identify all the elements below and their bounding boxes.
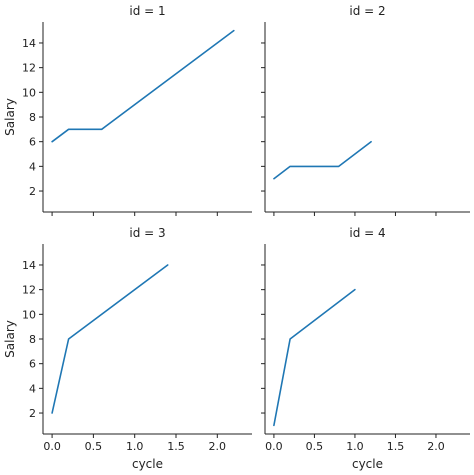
x-tick-label: 2.0 [209,440,227,453]
series-line [273,288,356,427]
y-axis-label: Salary [3,98,17,136]
y-tick-label: 10 [22,308,36,321]
series-line [273,140,372,180]
y-tick-label: 14 [22,37,36,50]
x-axis-label: cycle [352,457,383,471]
facet-title: id = 1 [129,4,165,18]
y-tick-label: 4 [29,382,36,395]
y-tick-label: 8 [29,333,36,346]
x-tick-label: 1.5 [387,440,405,453]
x-axis-label: cycle [132,457,163,471]
x-tick-label: 1.0 [346,440,364,453]
x-tick-label: 0.0 [43,440,61,453]
y-tick-label: 10 [22,86,36,99]
facet-title: id = 4 [349,226,385,240]
y-tick-label: 4 [29,160,36,173]
facet-panel-1: 2 4 6 8 10 12 14 id = 1 Salary [3,4,252,216]
x-tick-label: 0.5 [85,440,103,453]
x-tick-label: 0.5 [306,440,324,453]
y-tick-label: 12 [22,62,36,75]
x-tick-label: 2.0 [427,440,445,453]
y-tick-label: 12 [22,284,36,297]
y-tick-label: 6 [29,136,36,149]
x-tick-label: 1.5 [167,440,185,453]
series-line [51,264,169,414]
x-tick-label: 1.0 [126,440,144,453]
facet-panel-4: 0.0 0.5 1.0 1.5 2.0 id = 4 cycle [261,226,470,471]
facet-panel-2: id = 2 [261,4,470,216]
y-tick-label: 2 [29,185,36,198]
y-axis-label: Salary [3,320,17,358]
facet-panel-3: 2 4 6 8 10 12 14 0.0 0.5 1.0 1.5 2.0 id = 3 Salary cyc… [3,226,252,471]
x-tick-label: 0.0 [265,440,283,453]
facet-title: id = 3 [129,226,165,240]
series-line [51,29,235,143]
y-tick-label: 8 [29,111,36,124]
y-tick-label: 6 [29,358,36,371]
y-tick-label: 2 [29,407,36,420]
y-tick-label: 14 [22,259,36,272]
facet-title: id = 2 [349,4,385,18]
